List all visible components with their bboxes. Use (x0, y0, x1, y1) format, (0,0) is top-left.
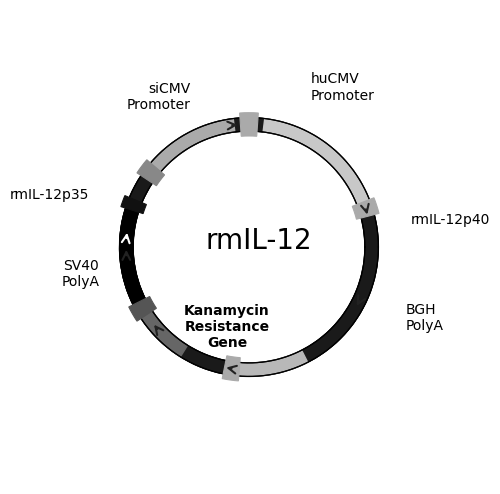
Text: SV40
PolyA: SV40 PolyA (62, 259, 100, 289)
Wedge shape (263, 119, 372, 211)
Wedge shape (222, 356, 240, 381)
Text: rmIL-12p35: rmIL-12p35 (10, 189, 90, 203)
Text: BGH
PolyA: BGH PolyA (406, 303, 444, 333)
Wedge shape (240, 113, 258, 136)
Text: Kanamycin
Resistance
Gene: Kanamycin Resistance Gene (184, 303, 270, 350)
Text: siCMV
Promoter: siCMV Promoter (126, 82, 190, 113)
Wedge shape (137, 160, 164, 186)
Wedge shape (146, 119, 235, 177)
Wedge shape (129, 296, 156, 321)
Wedge shape (137, 305, 188, 357)
Text: rmIL-12p40: rmIL-12p40 (411, 213, 490, 227)
Wedge shape (231, 350, 308, 376)
Wedge shape (120, 203, 146, 308)
Wedge shape (121, 196, 146, 213)
Text: huCMV
Promoter: huCMV Promoter (310, 73, 374, 103)
Text: rmIL-12: rmIL-12 (206, 227, 312, 255)
Wedge shape (352, 198, 379, 219)
